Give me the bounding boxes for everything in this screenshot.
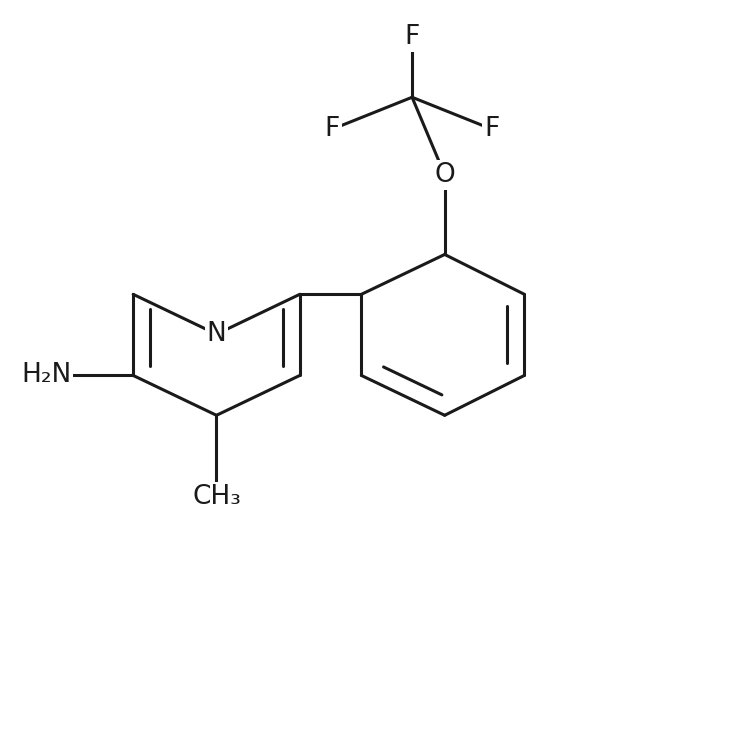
Text: H₂N: H₂N [21, 363, 72, 388]
Text: CH₃: CH₃ [192, 484, 241, 510]
Text: F: F [325, 116, 340, 142]
Text: N: N [207, 321, 226, 347]
Text: F: F [484, 116, 499, 142]
Text: O: O [434, 162, 455, 188]
Text: F: F [404, 24, 420, 50]
